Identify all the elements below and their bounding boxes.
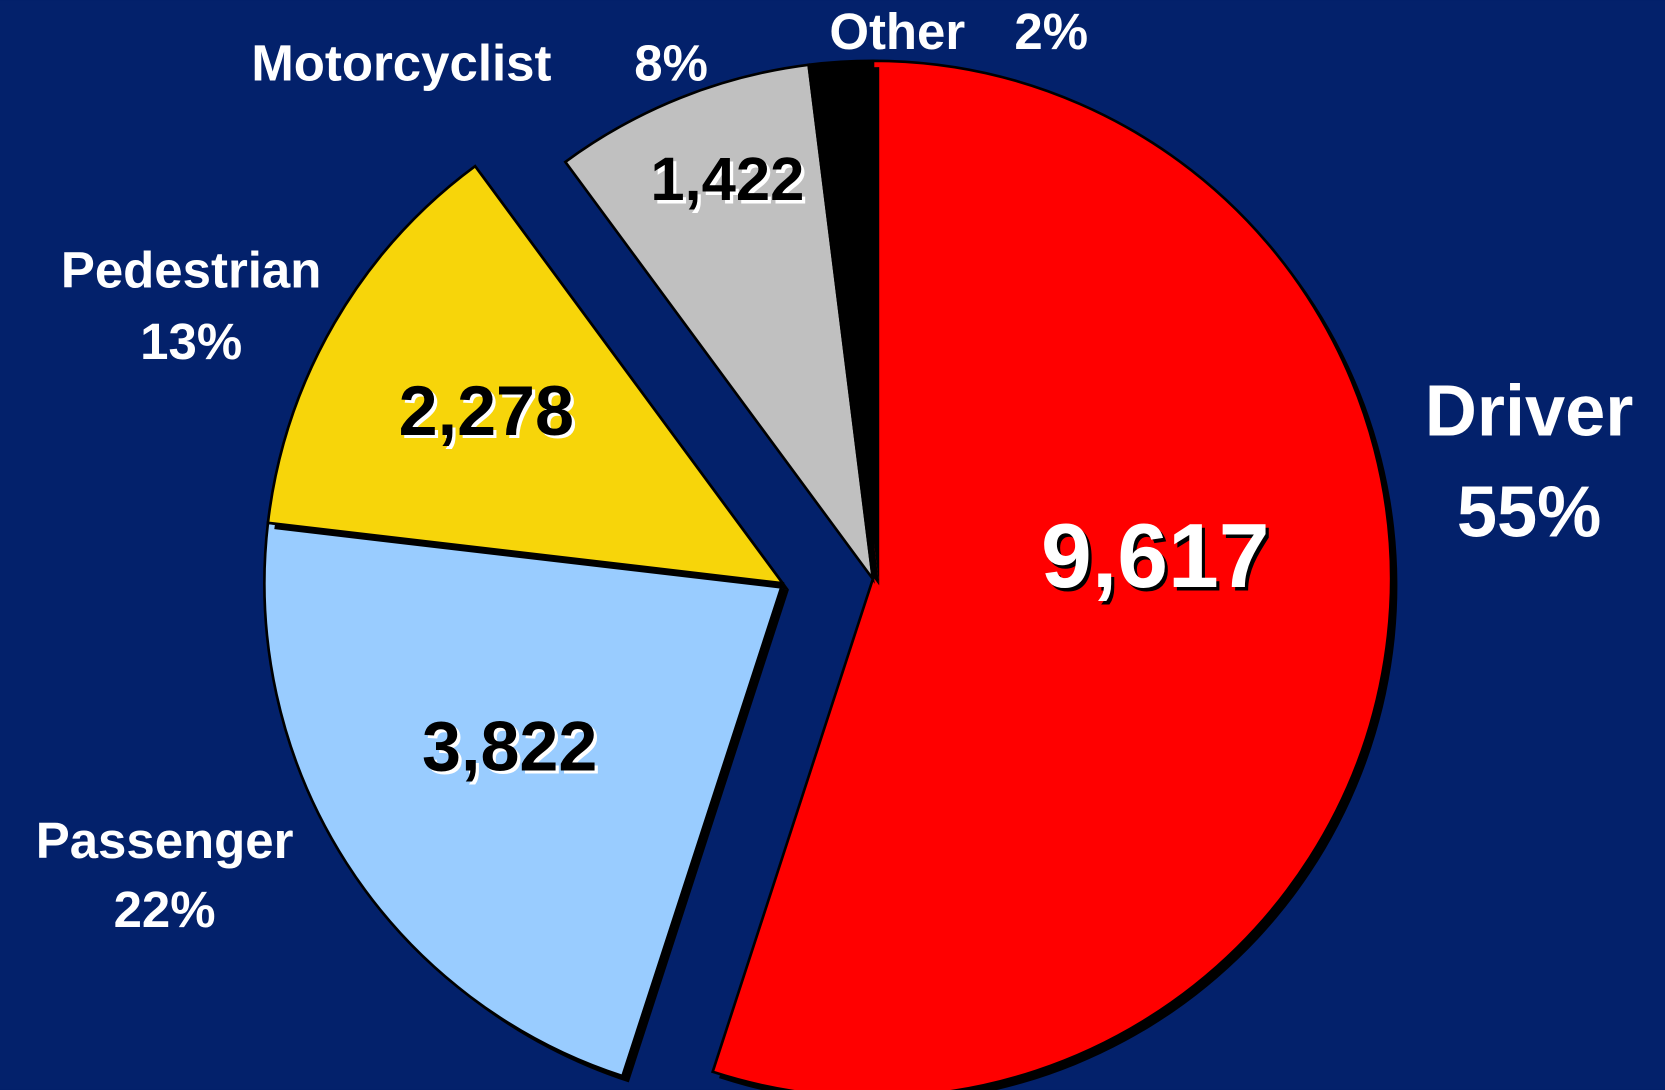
category-label: Passenger <box>36 812 294 869</box>
category-label: Driver <box>1425 372 1634 452</box>
slice <box>711 59 1393 1090</box>
category-label: Motorcyclist <box>251 35 551 92</box>
slice <box>263 521 785 1078</box>
percent-label: 55% <box>1457 472 1601 552</box>
value-label-shadow: 1,422 <box>654 148 808 217</box>
percent-label: 22% <box>114 881 216 938</box>
percent-label: 13% <box>140 313 242 370</box>
value-label: 3,822 <box>422 708 597 786</box>
value-label-shadow: 9,617 <box>1044 508 1273 610</box>
percent-label: 2% <box>1014 3 1088 60</box>
slice <box>807 59 875 580</box>
category-label: Other <box>829 3 965 60</box>
value-label-shadow: 3,822 <box>425 711 600 789</box>
category-label: Pedestrian <box>61 242 322 299</box>
slice <box>266 164 786 585</box>
value-label: 1,422 <box>650 145 804 214</box>
value-label: 2,278 <box>399 372 574 450</box>
slice <box>563 63 875 584</box>
value-label-shadow: 2,278 <box>402 375 577 453</box>
value-label: 9,617 <box>1041 505 1270 607</box>
percent-label: 8% <box>634 35 708 92</box>
